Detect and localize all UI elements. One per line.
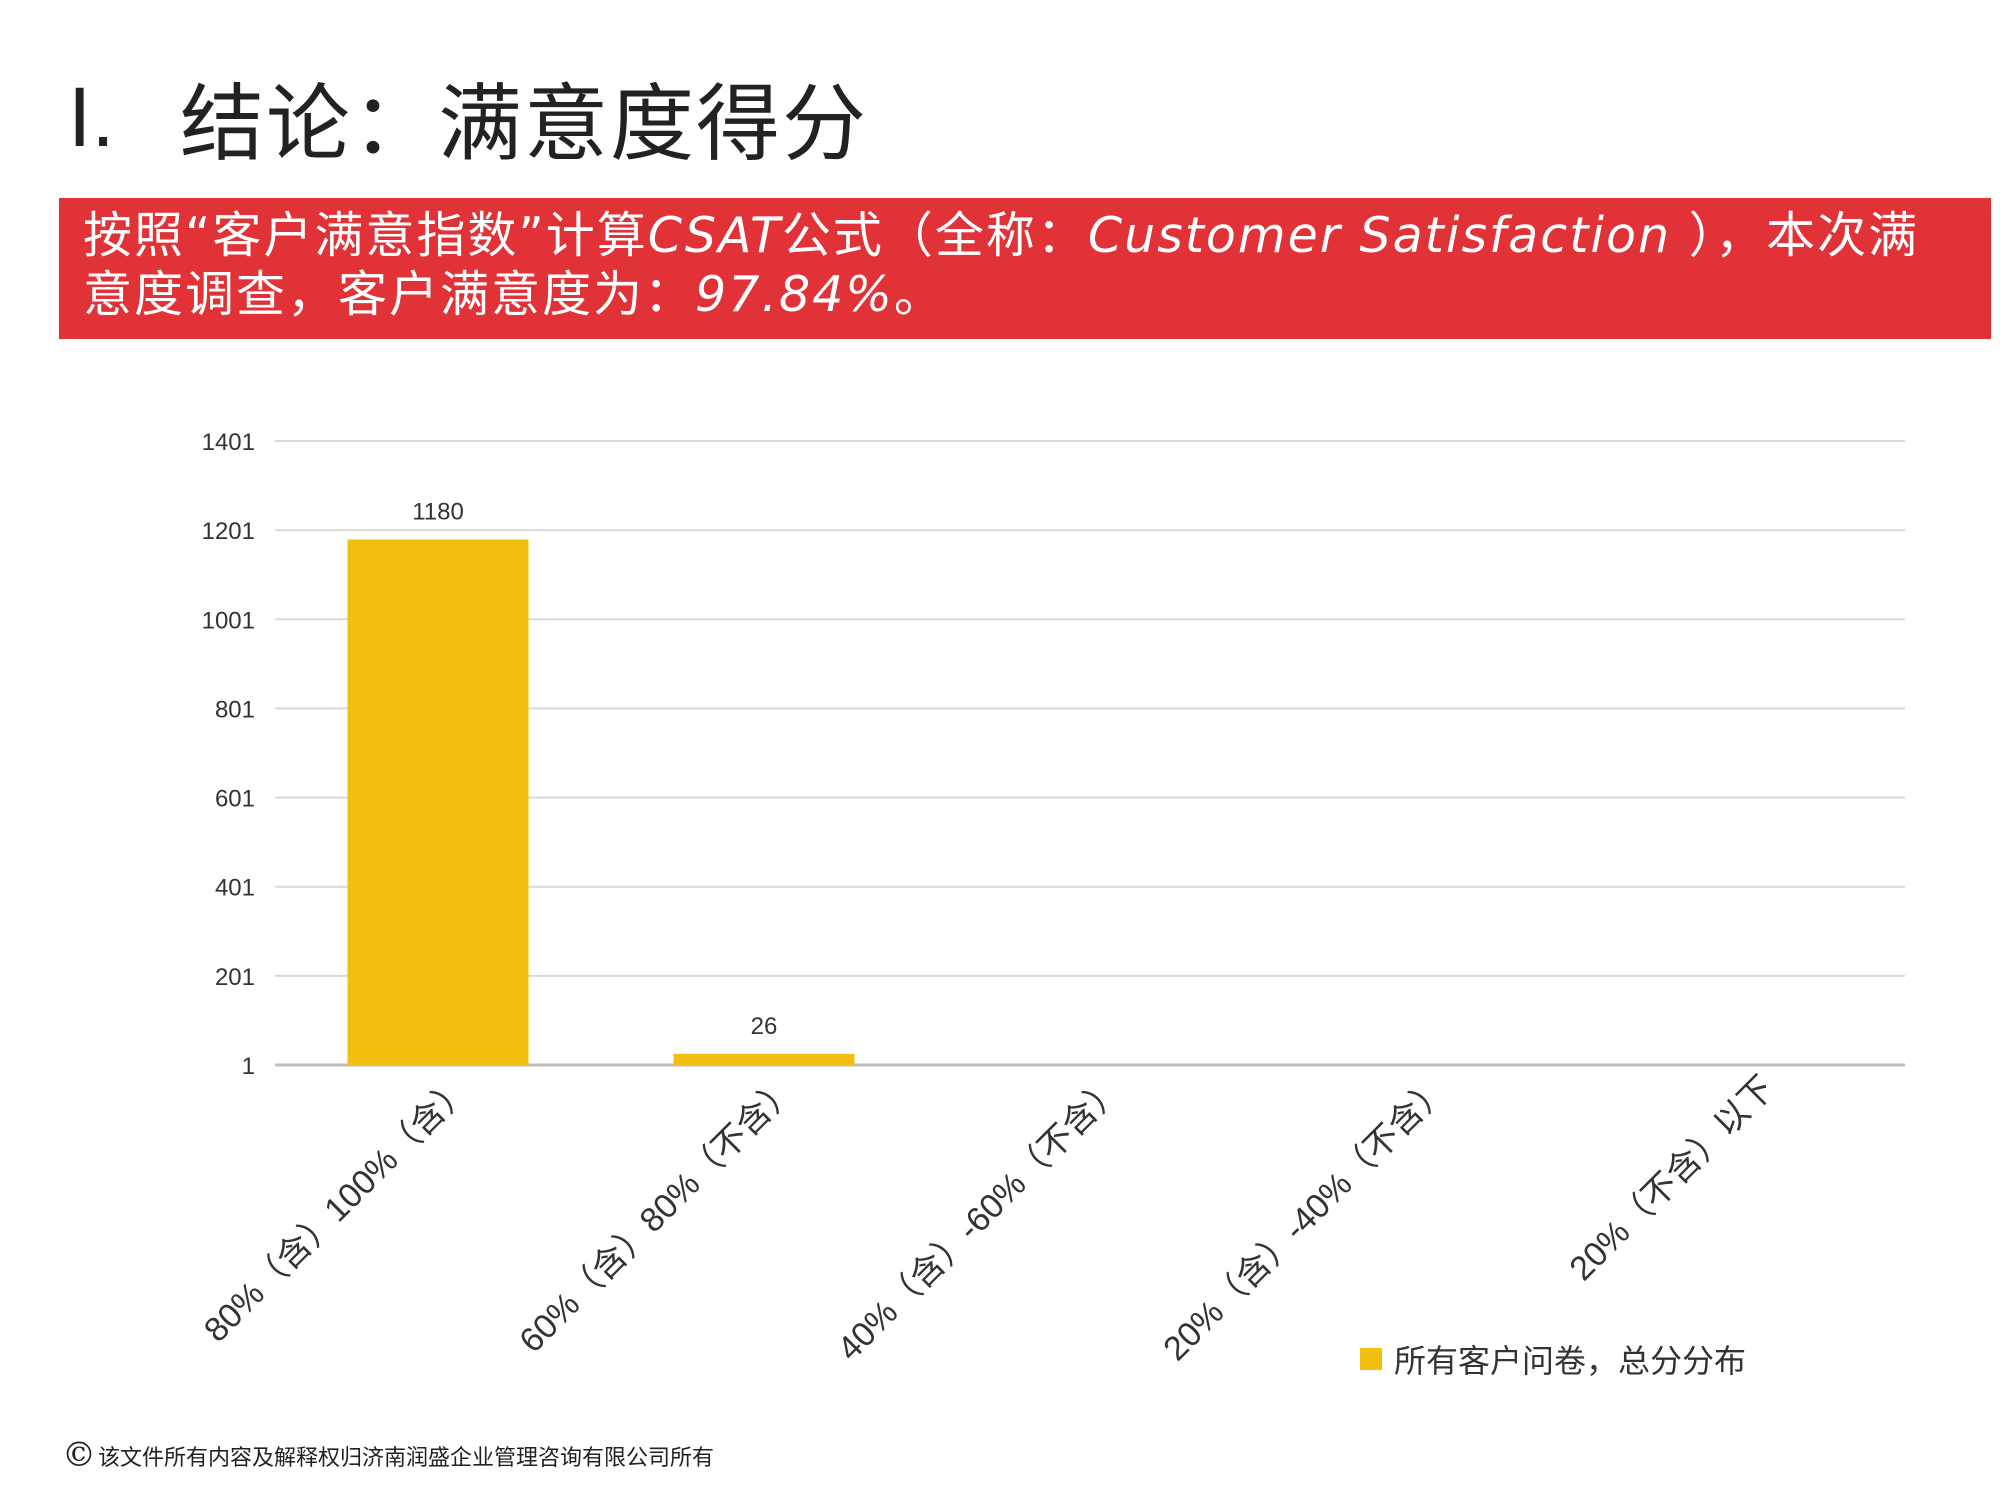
x-tick-label: 80%（含）100%（含） xyxy=(197,1069,478,1350)
x-tick-label: 40%（含）-60%（不含） xyxy=(830,1069,1129,1368)
banner-full-name: Customer Satisfaction xyxy=(1087,207,1672,264)
legend: 所有客户问卷，总分分布 xyxy=(1360,1336,1746,1382)
grid-lines xyxy=(275,440,1905,1067)
banner-score: 97.84% xyxy=(695,266,894,323)
data-labels: 1180 26 xyxy=(412,499,777,1040)
banner-text-4: 意度调查，客户满意度为： xyxy=(83,266,696,323)
summary-banner: 按照“客户满意指数”计算CSAT公式（全称：Customer Satisfact… xyxy=(59,198,1991,339)
data-label: 1180 xyxy=(412,499,464,526)
y-tick-label: 801 xyxy=(215,696,255,723)
bar xyxy=(673,1053,855,1065)
footer-text: 该文件所有内容及解释权归济南润盛企业管理咨询有限公司所有 xyxy=(98,1446,715,1471)
x-tick-label: 20%（不含）以下 xyxy=(1562,1069,1781,1288)
y-tick-label: 1 xyxy=(242,1053,255,1080)
banner-text-3: ），本次满 xyxy=(1671,207,1920,264)
x-axis-ticks: 80%（含）100%（含） 60%（含）80%（不含） 40%（含）-60%（不含）… xyxy=(197,1069,1782,1368)
bars xyxy=(347,539,855,1065)
y-tick-label: 1401 xyxy=(202,429,255,456)
banner-text-2: 公式（全称： xyxy=(781,207,1088,264)
y-tick-label: 1201 xyxy=(202,518,255,545)
legend-swatch xyxy=(1360,1348,1382,1370)
copyright-icon: © xyxy=(62,1435,96,1475)
bar xyxy=(347,539,529,1065)
banner-text-5: 。 xyxy=(893,266,945,323)
slide-number: I. xyxy=(68,69,115,164)
y-tick-label: 401 xyxy=(215,875,255,902)
x-tick-label: 20%（含）-40%（不含） xyxy=(1156,1069,1455,1368)
data-label: 26 xyxy=(751,1013,778,1040)
y-tick-label: 1001 xyxy=(202,607,255,634)
y-tick-label: 201 xyxy=(215,964,255,991)
legend-label: 所有客户问卷，总分分布 xyxy=(1394,1342,1747,1380)
y-tick-label: 601 xyxy=(215,786,255,813)
banner-csat: CSAT xyxy=(647,207,782,264)
footer: © 该文件所有内容及解释权归济南润盛企业管理咨询有限公司所有 xyxy=(62,1438,714,1472)
page-title: 结论：满意度得分 xyxy=(180,74,869,173)
slide-title: I. 结论：满意度得分 xyxy=(68,62,868,173)
banner-text-1: 按照“客户满意指数”计算 xyxy=(83,207,648,264)
x-tick-label: 60%（含）80%（不含） xyxy=(512,1069,803,1360)
